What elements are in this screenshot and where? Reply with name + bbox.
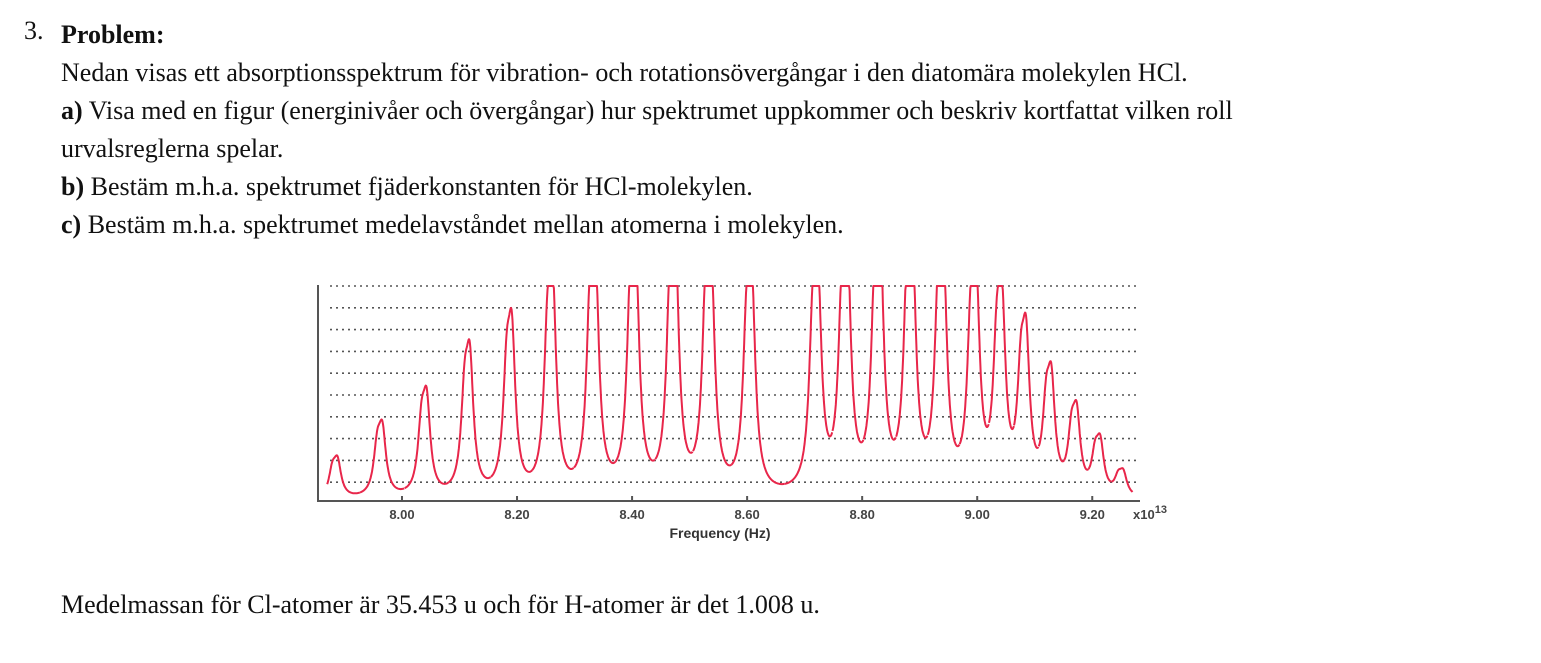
- x-tick-label: 8.20: [504, 507, 529, 522]
- part-a-label: a): [61, 96, 83, 125]
- x-tick-label: 9.20: [1080, 507, 1105, 522]
- spectrum-peak: [1013, 311, 1040, 449]
- spectrum-peak: [447, 338, 492, 484]
- x-tick-label: 8.40: [619, 507, 644, 522]
- spectrum-peak: [862, 285, 897, 441]
- footer-note: Medelmassan för Cl-atomer är 35.453 u oc…: [61, 590, 820, 619]
- part-c: c) Bestäm m.h.a. spektrumet medelavstånd…: [61, 206, 1531, 244]
- x-axis-label: Frequency (Hz): [669, 525, 770, 541]
- spectrum-peak: [359, 418, 405, 494]
- spectrum-peak: [730, 285, 786, 486]
- problem-block: Problem: Nedan visas ett absorptionsspek…: [61, 16, 1531, 244]
- spectrum-peak: [926, 285, 961, 448]
- spectrum-peak: [654, 285, 694, 460]
- spectrum-peak: [1037, 360, 1065, 463]
- part-c-label: c): [61, 210, 82, 239]
- spectrum-peak: [326, 454, 361, 495]
- part-c-text: Bestäm m.h.a. spektrumet medelavståndet …: [87, 210, 844, 239]
- part-b-label: b): [61, 172, 85, 201]
- spectrum-peak: [1111, 467, 1134, 493]
- spectrum-peak: [1087, 432, 1113, 483]
- spectrum-line: [326, 285, 1134, 495]
- spectrum-peak: [614, 285, 656, 463]
- part-b: b) Bestäm m.h.a. spektrumet fjäderkonsta…: [61, 168, 1531, 206]
- spectrum-peak: [958, 285, 990, 445]
- part-b-text: Bestäm m.h.a. spektrumet fjäderkonstante…: [90, 172, 753, 201]
- hcl-spectrum-chart: 8.00 8.20 8.40 8.60 8.80 9.00 9.20 x1013 Frequ…: [317, 285, 1167, 541]
- x-tick-label: 8.00: [389, 507, 414, 522]
- spectrum-peak: [692, 285, 732, 467]
- spectrum-peak: [895, 285, 929, 439]
- x-ticks: 8.00 8.20 8.40 8.60 8.80 9.00 9.20: [389, 496, 1105, 522]
- x-tick-label: 8.60: [734, 507, 759, 522]
- problem-intro: Nedan visas ett absorptionsspektrum för …: [61, 58, 1188, 87]
- spectrum-peak: [831, 285, 865, 444]
- part-a-text: Visa med en figur (energinivåer och över…: [88, 96, 1233, 125]
- spectrum-peak: [784, 285, 834, 485]
- problem-number: 3.: [24, 16, 44, 45]
- spectrum-peak: [1063, 399, 1090, 471]
- spectrum-peak: [531, 285, 575, 471]
- spectrum-peak: [490, 306, 534, 478]
- x-multiplier: x1013: [1133, 504, 1167, 522]
- x-tick-label: 8.80: [850, 507, 875, 522]
- x-tick-label: 9.00: [965, 507, 990, 522]
- part-a-cont: urvalsreglerna spelar.: [61, 134, 284, 163]
- spectrum-peak: [988, 285, 1015, 431]
- spectrum-peak: [573, 285, 617, 469]
- problem-title: Problem:: [61, 20, 165, 49]
- part-a: a) Visa med en figur (energinivåer och ö…: [61, 92, 1531, 130]
- spectrum-peak: [404, 384, 449, 490]
- x-exponent: 13: [1155, 504, 1167, 516]
